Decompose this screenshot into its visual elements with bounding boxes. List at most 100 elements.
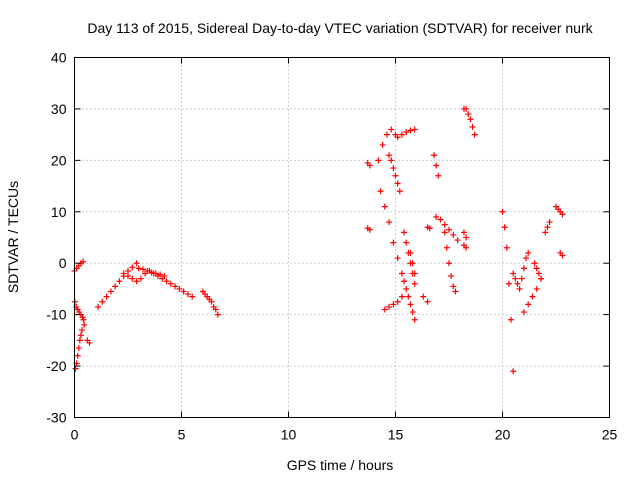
series-arc-25 [460, 105, 478, 138]
data-point [518, 275, 525, 282]
data-point [446, 226, 452, 233]
data-point [78, 327, 85, 334]
y-tick-label: 40 [51, 50, 67, 66]
y-tick-label: 20 [51, 152, 67, 168]
series-arc-21 [433, 213, 461, 244]
data-point [463, 234, 470, 241]
data-point [379, 141, 386, 148]
data-point [546, 219, 553, 226]
data-point [409, 309, 416, 316]
data-point [452, 288, 459, 295]
data-point [426, 225, 433, 232]
data-point [74, 352, 81, 359]
data-point [214, 311, 221, 318]
data-point [366, 162, 373, 169]
data-point [443, 244, 450, 251]
data-point [501, 224, 508, 231]
data-point [167, 280, 174, 287]
data-point [401, 229, 408, 236]
data-point [407, 127, 414, 134]
series-arc-27 [510, 249, 532, 292]
data-point [172, 283, 179, 290]
data-point [180, 288, 187, 295]
data-point [431, 152, 438, 159]
data-point [525, 301, 532, 308]
series-arc-32 [557, 249, 566, 259]
series-arc-4 [95, 260, 140, 310]
data-point [508, 316, 515, 323]
series-arc-13 [381, 293, 405, 313]
data-point [520, 265, 527, 272]
y-tick-label: 30 [51, 101, 67, 117]
data-point [533, 285, 540, 292]
series-arc-20 [431, 152, 442, 179]
data-point [208, 298, 215, 305]
data-point [424, 298, 431, 305]
data-point [390, 301, 397, 308]
data-point [112, 283, 119, 290]
data-point [510, 368, 517, 375]
data-point [559, 252, 566, 259]
tick-marks [74, 57, 610, 418]
data-point [135, 265, 142, 272]
series-arc-22 [441, 229, 459, 295]
data-point [512, 275, 519, 282]
data-point [394, 180, 401, 187]
x-axis-label: GPS time / hours [287, 457, 394, 473]
data-point [383, 131, 390, 138]
data-point [469, 123, 476, 130]
data-point [396, 188, 403, 195]
series-arc-19 [424, 224, 433, 232]
data-point [538, 275, 545, 282]
data-point [463, 105, 470, 112]
y-tick-label: 0 [59, 255, 67, 271]
data-point [133, 260, 140, 267]
data-point [161, 273, 168, 280]
data-point [460, 229, 467, 236]
data-point [403, 129, 410, 136]
data-point [533, 265, 540, 272]
data-point [388, 157, 395, 164]
data-point [392, 172, 399, 179]
data-point [503, 244, 510, 251]
data-point [81, 321, 88, 328]
data-point [375, 157, 382, 164]
data-point [212, 306, 219, 313]
data-point [125, 273, 131, 280]
data-point [411, 126, 418, 133]
data-point [184, 291, 191, 298]
data-point [467, 116, 474, 123]
series-arc-29 [531, 260, 545, 282]
data-point [544, 224, 551, 231]
data-point [163, 278, 170, 285]
data-points [71, 105, 566, 375]
y-tick-label: -30 [46, 410, 66, 426]
series-arc-9 [364, 225, 373, 233]
chart-title: Day 113 of 2015, Sidereal Day-to-day VTE… [87, 20, 593, 36]
data-point [386, 219, 393, 226]
data-point [107, 288, 114, 295]
x-tick-label: 0 [71, 427, 79, 443]
y-tick-labels: -30 -20 -10 0 10 20 30 40 [46, 50, 66, 426]
data-point [189, 293, 196, 300]
data-point [441, 229, 448, 236]
data-point [407, 301, 414, 308]
data-point [377, 188, 384, 195]
data-point [531, 260, 538, 267]
data-point [433, 162, 440, 169]
series-arc-26 [499, 208, 517, 375]
data-point [72, 365, 79, 372]
series-arc-2 [72, 327, 85, 372]
data-point [407, 249, 414, 256]
data-point [411, 270, 418, 277]
data-point [398, 131, 405, 138]
x-tick-label: 15 [388, 427, 404, 443]
series-arc-14 [394, 126, 418, 141]
data-point [148, 269, 155, 276]
data-point [75, 345, 82, 352]
y-tick-label: 10 [51, 204, 67, 220]
series-arc-12 [377, 188, 401, 262]
data-point [176, 285, 183, 292]
data-point [437, 216, 444, 223]
